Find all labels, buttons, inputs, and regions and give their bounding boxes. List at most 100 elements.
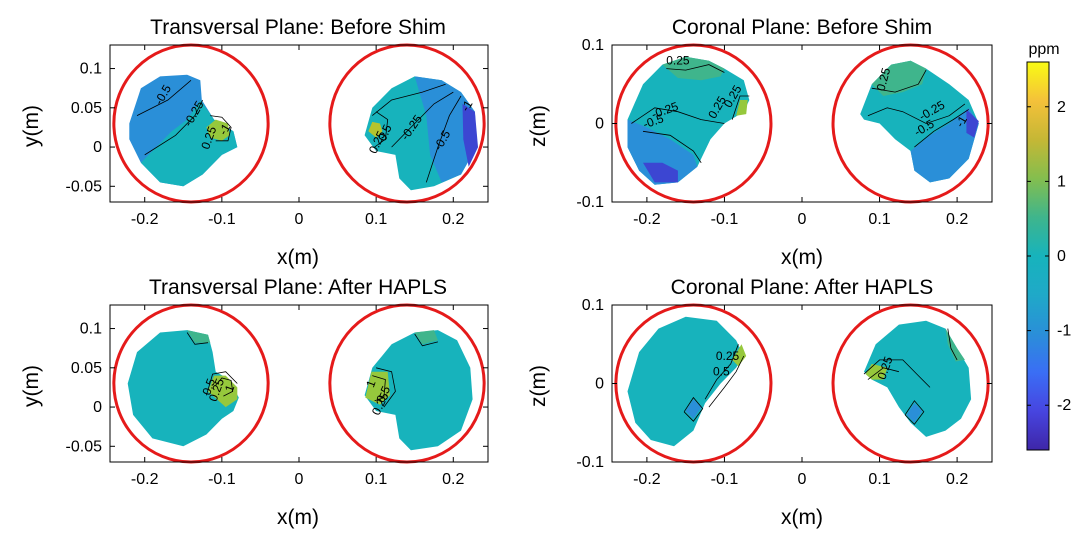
x-axis-label: x(m) (781, 246, 823, 269)
contour-label: 1 (222, 383, 238, 394)
x-axis-label: x(m) (277, 246, 319, 269)
plot-area: 0.50.251 10.50.25-0.2 -0.1 0 0.1 0.2-0.0500.0… (66, 303, 489, 488)
x-tick-label: 0 (798, 471, 807, 488)
y-tick-label: 0.1 (80, 61, 102, 78)
y-tick-label: -0.05 (66, 438, 103, 455)
y-tick-label: -0.05 (66, 178, 103, 195)
contour-line (215, 377, 234, 397)
field-region-left-phantom (127, 330, 239, 447)
contour-line (867, 367, 899, 380)
field-region-left-cool (627, 119, 698, 185)
x-tick-label: -0.2 (131, 471, 159, 488)
contour-line (136, 79, 192, 116)
x-tick-label: -0.1 (711, 471, 739, 488)
contour-line (414, 333, 438, 347)
panel-title: Transversal Plane: Before Shim (150, 16, 446, 39)
contour-line (708, 355, 745, 408)
y-axis-label: z(m) (527, 105, 550, 147)
colorbar-label: ppm (1028, 41, 1059, 58)
panel-title: Coronal Plane: Before Shim (672, 16, 932, 39)
panel-title: Transversal Plane: After HAPLS (149, 276, 447, 299)
contour-line (186, 332, 209, 345)
field-region-left-phantom (627, 316, 744, 447)
panel-coronal-before: Coronal Plane: Before Shim 0.25-0.25-0.5… (527, 16, 993, 269)
y-tick-label: 0.1 (582, 37, 604, 54)
x-tick-label: -0.1 (208, 211, 236, 228)
contour-line (871, 69, 927, 93)
field-region-right-phantom (364, 330, 473, 451)
x-tick-label: 0.2 (442, 471, 464, 488)
field-region-right-cool (910, 107, 979, 183)
x-tick-label: 0 (295, 471, 304, 488)
contour-line (425, 95, 462, 183)
panel-transversal-before: Transversal Plane: Before Shim -0.5-0.25… (20, 16, 489, 269)
y-tick-label: 0.1 (80, 321, 102, 338)
x-tick-label: 0.2 (946, 211, 968, 228)
contour-label: 0.5 (713, 365, 730, 379)
colorbar-ticks: -2 -1 0 1 2 (1027, 99, 1071, 414)
field-region-left-hot (206, 119, 230, 141)
contour-line (863, 359, 931, 388)
x-tick-label: 0.1 (365, 471, 387, 488)
x-tick-label: 0 (798, 211, 807, 228)
colorbar-tick-label: 2 (1057, 99, 1066, 116)
y-tick-label: 0.05 (71, 360, 102, 377)
colorbar-tick-label: 1 (1057, 173, 1066, 190)
x-tick-label: 0.1 (868, 471, 890, 488)
field-region-left-top (187, 330, 211, 343)
contour-line (867, 103, 966, 124)
y-tick-label: 0 (93, 399, 102, 416)
x-tick-label: -0.1 (711, 211, 739, 228)
x-axis-label: x(m) (277, 506, 319, 529)
y-axis-label: z(m) (527, 365, 550, 407)
y-tick-label: 0 (595, 376, 604, 393)
field-region-left-hot (736, 100, 748, 116)
panel-coronal-after: Coronal Plane: After HAPLS 0.250.5 0.25-0… (527, 276, 993, 529)
plot-area: -0.5-0.25-10.25 0.50.25 -0.25 -0.5-1-0.2 -0.… (66, 43, 489, 228)
contour-line (210, 115, 232, 142)
field-region-left-cold (643, 162, 678, 183)
field-region-left-neutral (140, 100, 238, 187)
contour-line (683, 396, 704, 422)
field-region-right-phantom (864, 320, 972, 437)
contour-label: 0.25 (716, 349, 740, 363)
field-region-left-warm (208, 375, 238, 408)
contour-line (374, 111, 389, 148)
contour-line (731, 95, 750, 120)
y-tick-label: -0.1 (576, 194, 604, 211)
x-tick-label: 0.1 (868, 211, 890, 228)
y-tick-label: 0.1 (582, 297, 604, 314)
field-region-right-cool (414, 76, 477, 183)
colorbar: ppm -2 -1 0 1 2 (1026, 41, 1071, 451)
y-axis-label: y(m) (20, 105, 43, 147)
field-region-right-cold (966, 109, 979, 138)
contour-line (904, 400, 925, 425)
x-tick-label: -0.2 (633, 211, 661, 228)
y-axis-label: y(m) (20, 365, 43, 407)
x-tick-label: 0.1 (365, 211, 387, 228)
y-tick-label: 0.05 (71, 100, 102, 117)
x-tick-label: 0 (295, 211, 304, 228)
contour-label: 0.25 (666, 54, 690, 68)
contour-line (666, 64, 725, 73)
colorbar-tick-label: -1 (1057, 323, 1071, 340)
contour-line (704, 344, 739, 400)
field-region-right-cold (462, 103, 478, 167)
contour-label: 0.5 (375, 122, 395, 143)
contour-label: 0.5 (199, 376, 218, 397)
plot-area: 0.25-0.25-0.50.250.250.25-0.25-0.5 -1-0.2… (576, 37, 993, 228)
field-region-right-top (945, 328, 965, 362)
field-region-right-top (871, 60, 927, 96)
colorbar-tick-label: -2 (1057, 397, 1071, 414)
y-tick-label: -0.1 (576, 454, 604, 471)
contour-label: -0.5 (641, 111, 666, 131)
contour-line (631, 107, 725, 124)
y-tick-label: 0 (93, 139, 102, 156)
contour-line (372, 83, 446, 116)
field-region-left-cool (685, 399, 702, 419)
contour-line (914, 109, 969, 148)
x-axis-label: x(m) (781, 506, 823, 529)
y-tick-label: 0 (595, 116, 604, 133)
x-tick-label: 0.2 (946, 471, 968, 488)
